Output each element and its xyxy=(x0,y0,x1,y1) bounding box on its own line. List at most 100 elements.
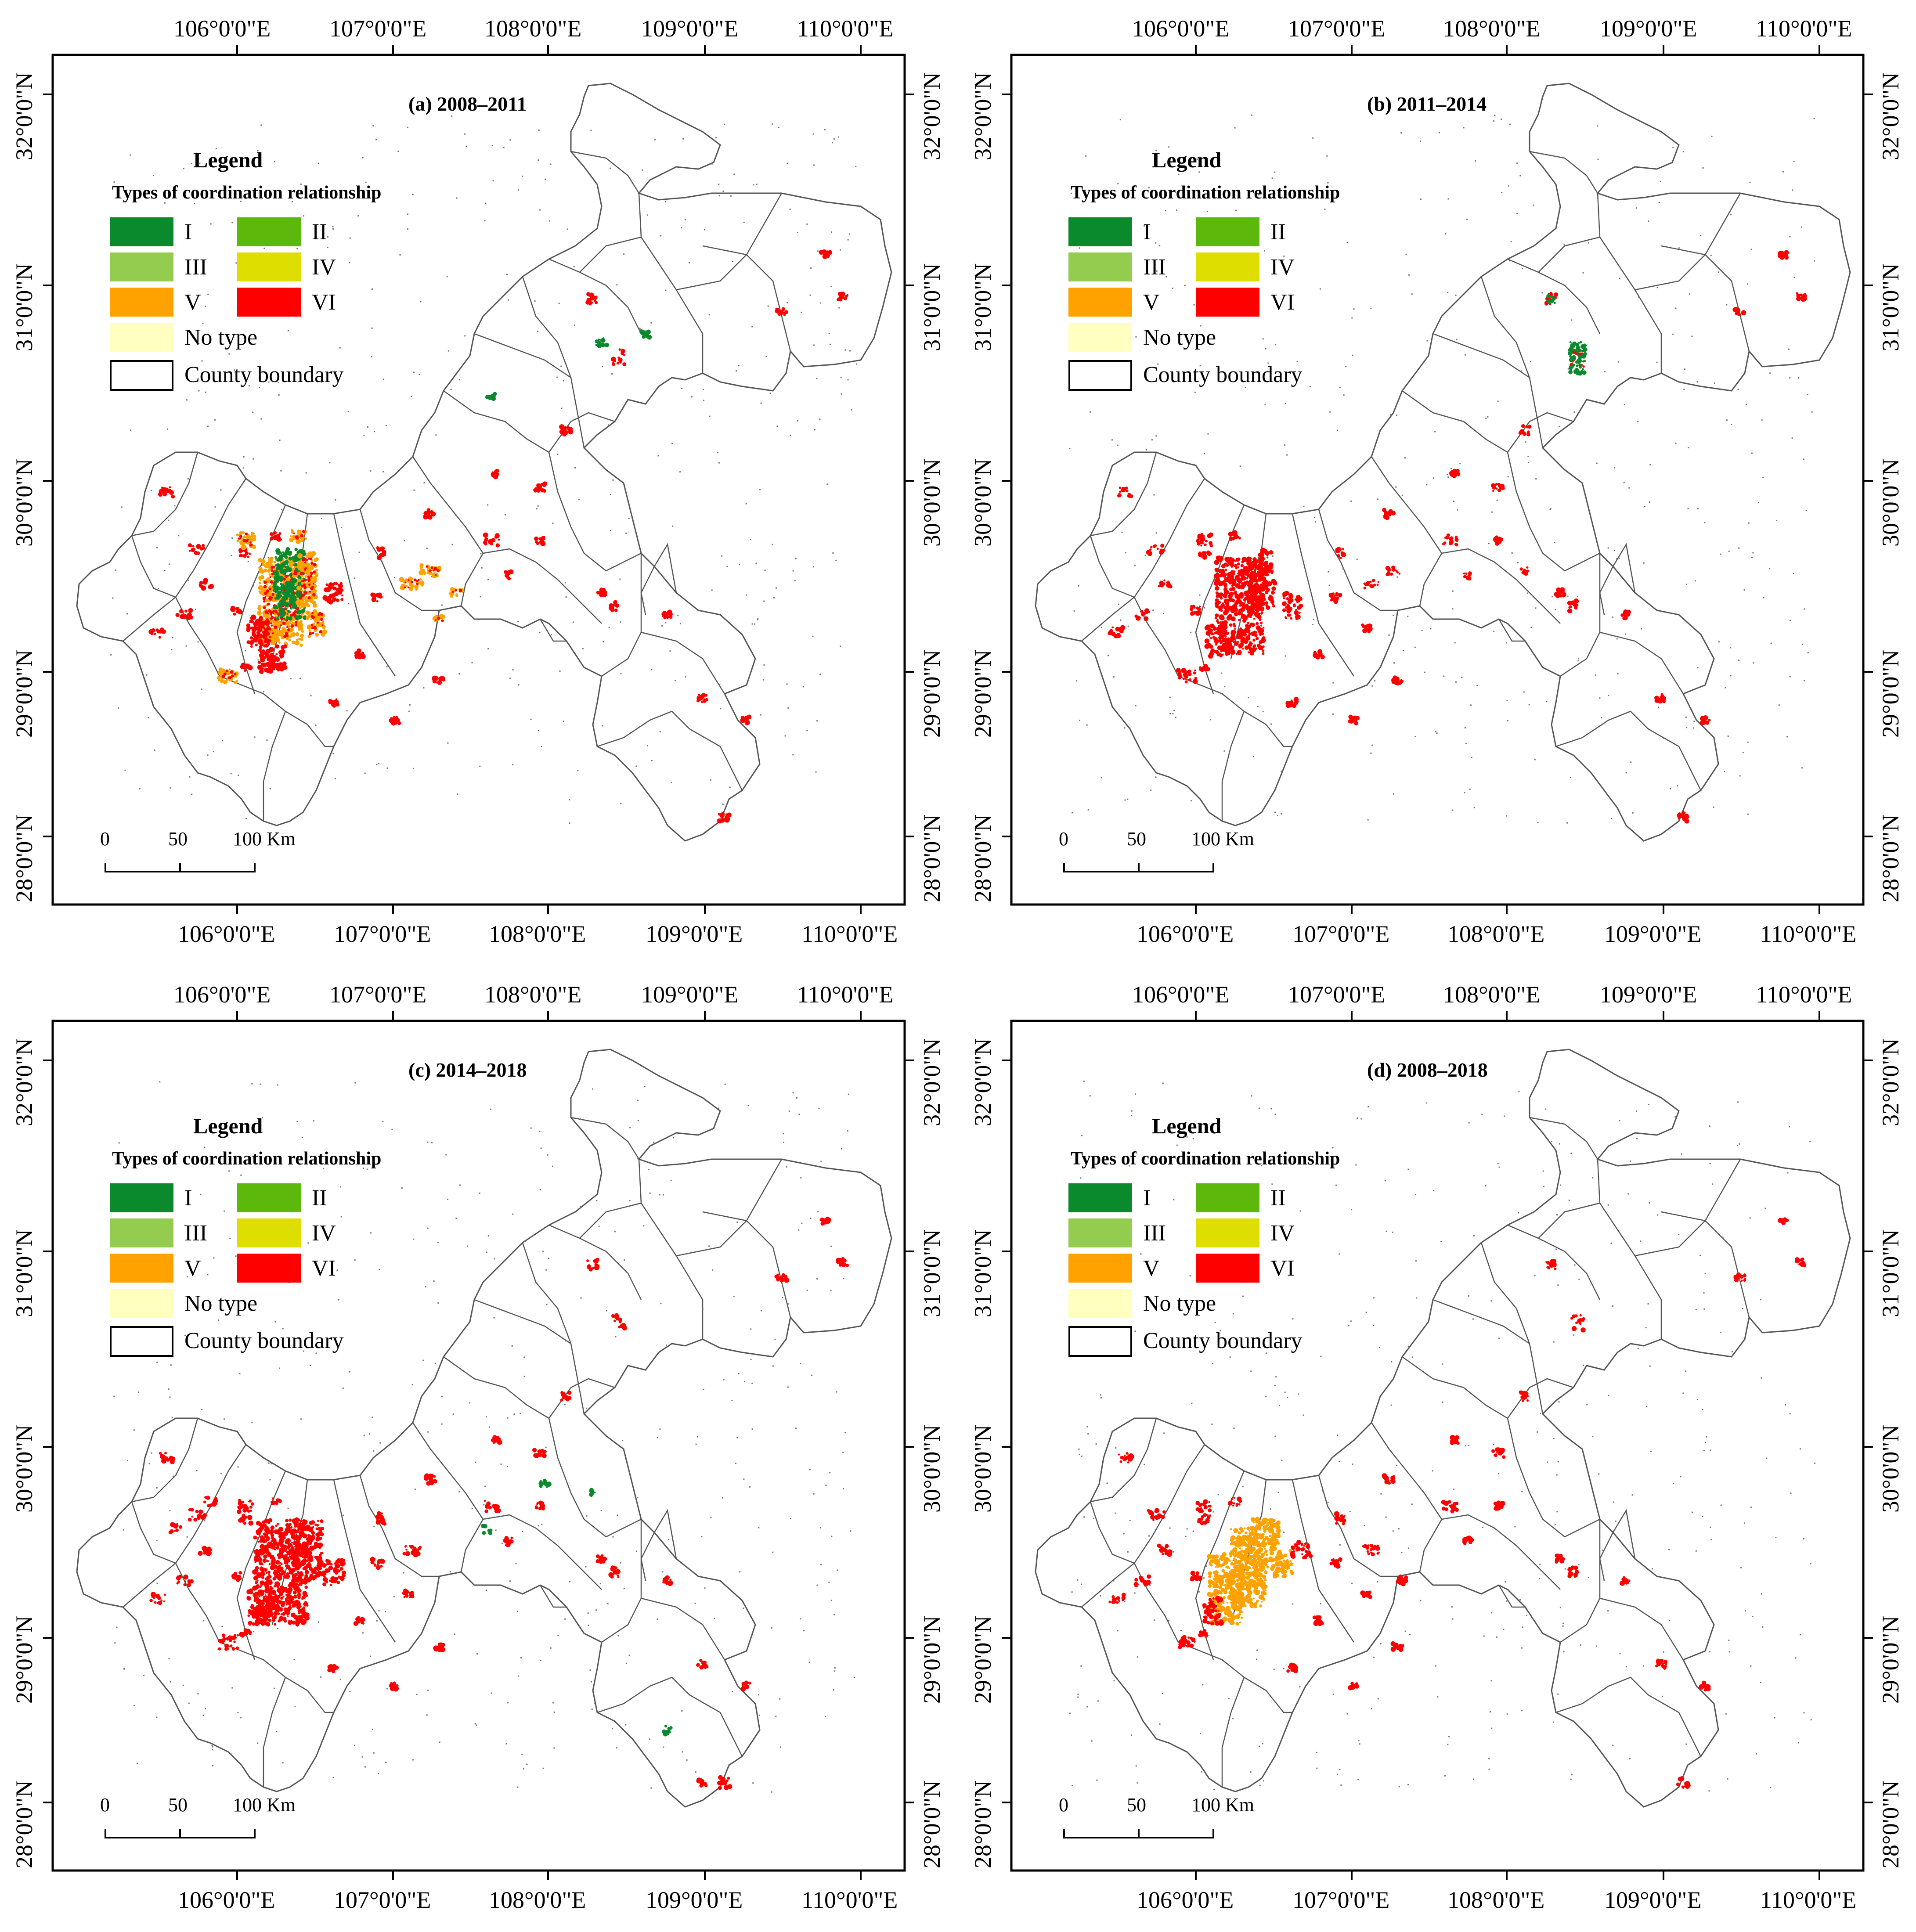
land-pixel xyxy=(1355,1164,1357,1166)
land-pixel xyxy=(772,123,773,125)
legend-swatch xyxy=(110,252,173,281)
land-pixel xyxy=(1420,141,1421,142)
lon-label-bottom: 107°0'0"E xyxy=(334,922,431,946)
land-pixel xyxy=(1163,613,1164,614)
land-pixel xyxy=(1350,501,1352,502)
land-pixel xyxy=(829,333,830,334)
land-pixel xyxy=(675,680,676,681)
lat-label-right: 31°0'0"N xyxy=(920,1229,944,1317)
land-pixel xyxy=(1756,1753,1757,1755)
land-pixel xyxy=(816,720,818,721)
land-pixel xyxy=(212,1765,213,1766)
land-pixel xyxy=(849,233,850,234)
land-pixel xyxy=(1072,1785,1073,1786)
land-pixel xyxy=(1439,132,1440,133)
land-pixel xyxy=(517,1611,518,1612)
land-pixel xyxy=(1156,532,1157,533)
land-pixel xyxy=(635,765,637,767)
land-pixel xyxy=(651,669,652,670)
land-pixel xyxy=(1808,652,1809,653)
land-pixel xyxy=(253,1631,254,1632)
land-pixel xyxy=(636,1550,637,1552)
land-pixel xyxy=(1643,562,1645,564)
land-pixel xyxy=(1743,752,1744,753)
land-pixel xyxy=(793,570,794,571)
land-pixel xyxy=(711,163,713,165)
land-pixel xyxy=(1740,1567,1742,1568)
land-pixel xyxy=(1359,1743,1360,1745)
land-pixel xyxy=(268,557,269,558)
land-pixel xyxy=(112,597,113,598)
land-pixel xyxy=(1473,1779,1474,1780)
land-pixel xyxy=(1803,458,1804,460)
land-pixel xyxy=(1597,159,1598,160)
land-pixel xyxy=(714,1618,715,1619)
land-pixel xyxy=(200,1194,201,1195)
land-pixel xyxy=(1468,1445,1469,1446)
legend-swatch xyxy=(1068,1183,1132,1212)
land-pixel xyxy=(808,1662,810,1663)
land-pixel xyxy=(800,1618,801,1619)
land-pixel xyxy=(484,1486,486,1487)
land-pixel xyxy=(651,760,653,761)
land-pixel xyxy=(1443,675,1444,677)
land-pixel xyxy=(1696,381,1698,382)
land-pixel xyxy=(1506,815,1507,817)
land-pixel xyxy=(787,707,789,709)
land-pixel xyxy=(1602,1550,1603,1551)
land-pixel xyxy=(680,623,681,624)
land-pixel xyxy=(752,1782,754,1784)
land-pixel xyxy=(1123,1533,1125,1535)
land-pixel xyxy=(1285,1392,1286,1393)
land-pixel xyxy=(1101,627,1102,628)
land-pixel xyxy=(332,1777,334,1778)
land-pixel xyxy=(1728,735,1729,737)
lat-label-right: 32°0'0"N xyxy=(1879,72,1902,160)
land-pixel xyxy=(719,684,720,685)
lon-label-top: 106°0'0"E xyxy=(1132,983,1229,1006)
patch-type-VI xyxy=(389,1681,399,1691)
legend-label: VI xyxy=(1270,289,1295,315)
land-pixel xyxy=(830,1290,832,1291)
land-pixel xyxy=(610,494,611,495)
land-pixel xyxy=(1333,1694,1334,1695)
land-pixel xyxy=(1760,1299,1761,1300)
land-pixel xyxy=(1534,759,1536,760)
land-pixel xyxy=(151,490,152,491)
land-pixel xyxy=(1613,1501,1614,1503)
lat-label-right: 29°0'0"N xyxy=(1879,650,1902,738)
map-canvas xyxy=(959,966,1916,1932)
land-pixel xyxy=(214,419,216,421)
land-pixel xyxy=(548,1258,549,1259)
land-pixel xyxy=(581,1298,582,1299)
land-pixel xyxy=(1775,1537,1776,1538)
land-pixel xyxy=(650,322,652,324)
land-pixel xyxy=(1329,585,1330,586)
land-pixel xyxy=(1328,1502,1329,1503)
land-pixel xyxy=(1310,386,1311,387)
land-pixel xyxy=(761,1310,762,1312)
lat-label-left: 32°0'0"N xyxy=(971,1038,995,1126)
land-pixel xyxy=(1358,1740,1359,1741)
land-pixel xyxy=(1455,681,1457,683)
land-pixel xyxy=(1649,1202,1650,1204)
land-pixel xyxy=(1194,392,1196,393)
land-pixel xyxy=(746,595,747,596)
land-pixel xyxy=(1175,717,1176,718)
land-pixel xyxy=(552,523,553,524)
land-pixel xyxy=(118,707,119,709)
land-pixel xyxy=(620,803,621,804)
land-pixel xyxy=(1087,1426,1088,1427)
land-pixel xyxy=(622,1440,623,1441)
land-pixel xyxy=(222,740,223,741)
land-pixel xyxy=(1173,1199,1174,1200)
land-pixel xyxy=(806,730,808,731)
land-pixel xyxy=(811,1375,812,1376)
legend-swatch xyxy=(110,217,173,246)
land-pixel xyxy=(1135,705,1137,706)
land-pixel xyxy=(447,276,448,277)
land-pixel xyxy=(834,1670,835,1672)
land-pixel xyxy=(488,1235,489,1236)
land-pixel xyxy=(1669,1620,1670,1621)
